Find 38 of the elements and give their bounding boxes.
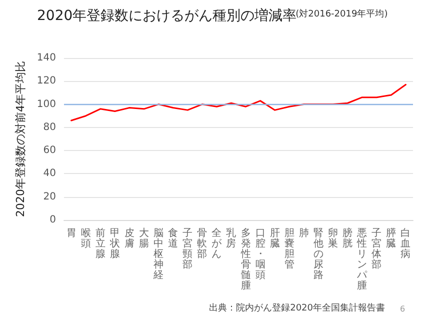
x-tick-label: 口腔・咽頭 <box>255 228 266 281</box>
x-tick-label: 喉頭 <box>80 228 91 250</box>
x-tick-label: 悪性リンパ腫 <box>356 228 368 292</box>
x-tick-label: 子宮頸部 <box>182 228 193 270</box>
chart-title: 2020年登録数におけるがん種別の増減率 <box>37 7 297 24</box>
x-tick-label: 骨軟部 <box>197 228 208 260</box>
x-tick-label: 脳中枢神経 <box>152 228 164 281</box>
x-tick-label: 皮膚 <box>124 226 134 250</box>
y-tick-label: 60 <box>43 145 56 156</box>
x-tick-label: 胆嚢胆管 <box>284 228 294 270</box>
y-tick-label: 140 <box>36 52 56 64</box>
y-tick-label: 80 <box>43 122 56 133</box>
x-tick-label: 甲状腺 <box>108 228 120 260</box>
x-tick-label: 肺 <box>298 226 309 239</box>
x-tick-label: 大腸 <box>138 226 149 250</box>
x-tick-label: 前立腺 <box>95 226 106 260</box>
x-tick-label: 乳房 <box>226 226 236 250</box>
x-tick-label: 膵臓 <box>386 226 396 250</box>
x-tick-label: 腎他の尿路 <box>313 226 324 281</box>
text: 6 <box>400 304 406 314</box>
source-note: 出典：院内がん登録2020年全国集計報告書 <box>209 302 385 314</box>
x-tick-label: 膀胱 <box>342 226 353 250</box>
x-tick-label: 多発性骨髄腫 <box>240 226 251 292</box>
x-tick-label: 子宮体部 <box>372 228 382 270</box>
y-tick-label: 0 <box>50 214 56 226</box>
y-axis-title: 2020年登録数の対前4年平均比 <box>14 61 28 217</box>
y-tick-label: 120 <box>36 76 56 87</box>
x-tick-label: 全がん <box>212 226 223 260</box>
x-tick-label: 食道 <box>168 226 178 250</box>
y-tick-label: 20 <box>43 191 56 202</box>
y-tick-label: 40 <box>43 168 56 180</box>
line-series <box>70 84 406 122</box>
x-tick-label: 肝臓 <box>270 228 280 250</box>
x-tick-label: 白血病 <box>400 226 411 260</box>
chart-subtitle: (対2016-2019年平均) <box>296 8 388 20</box>
y-tick-label: 100 <box>36 98 56 110</box>
x-tick-label: 卵巣 <box>328 226 338 250</box>
x-tick-label: 胃 <box>66 228 76 239</box>
